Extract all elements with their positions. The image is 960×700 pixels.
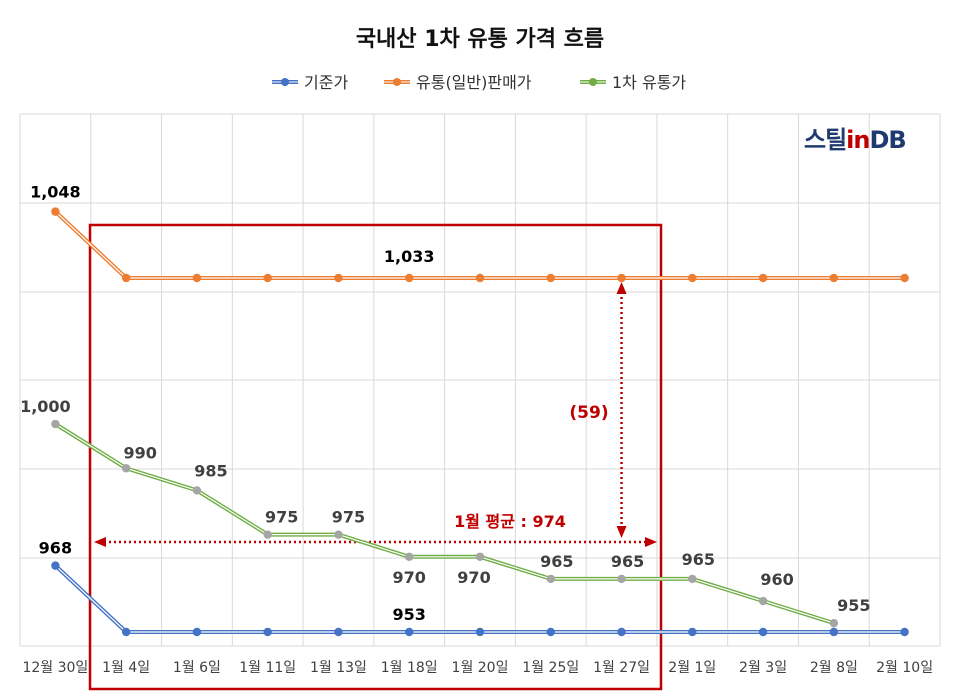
data-point	[51, 419, 60, 429]
data-point	[51, 207, 60, 216]
highlight-box	[88, 223, 663, 691]
data-point	[546, 627, 555, 637]
data-point	[688, 273, 697, 283]
data-label: 968	[39, 539, 72, 558]
data-label: 975	[332, 508, 365, 527]
data-label: 960	[760, 570, 793, 589]
series-line-inner	[54, 211, 905, 279]
data-label: 990	[123, 443, 156, 462]
data-point	[192, 486, 202, 495]
legend-label: 기준가	[304, 73, 348, 92]
legend-marker	[589, 78, 597, 86]
data-point	[829, 627, 839, 637]
chart-title: 국내산 1차 유통 가격 흐름	[356, 27, 604, 52]
data-label: 975	[265, 508, 298, 527]
series-layer	[51, 207, 909, 637]
data-point	[121, 464, 131, 473]
legend-item: 유통(일반)판매가	[384, 73, 532, 92]
gap-arrow-head-bottom	[616, 526, 627, 538]
data-point	[192, 273, 202, 283]
x-tick-label: 1월 27일	[593, 660, 650, 676]
average-arrow-head-left	[94, 537, 106, 547]
x-axis: 12월 30일 1월 4일 1월 6일 1월 11일 1월 13일 1월 18일 1월 20…	[22, 660, 933, 676]
data-point	[121, 273, 131, 283]
data-point	[475, 627, 485, 637]
data-point	[546, 574, 555, 584]
data-label: 965	[540, 552, 573, 571]
data-point	[405, 627, 414, 637]
data-point	[121, 627, 131, 637]
highlight-annotations: 1월 평균 : 974 (59)	[88, 223, 663, 691]
data-point	[334, 273, 343, 283]
data-label: 1,048	[30, 183, 81, 202]
data-label: 953	[393, 605, 426, 624]
data-point	[405, 273, 414, 283]
series-line-inner	[55, 423, 834, 624]
legend: 기준가 유통(일반)판매가 1차 유통가	[272, 73, 686, 92]
data-point	[617, 627, 626, 637]
data-point	[51, 561, 60, 570]
data-point	[546, 273, 555, 283]
series-line	[54, 210, 905, 280]
x-tick-label: 1월 20일	[452, 660, 509, 676]
data-label: 970	[393, 568, 426, 587]
legend-label: 유통(일반)판매가	[416, 73, 532, 92]
data-label: 965	[611, 552, 644, 571]
x-tick-label: 1월 25일	[522, 660, 579, 676]
legend-item: 기준가	[272, 73, 348, 92]
x-tick-label: 1월 6일	[173, 660, 221, 676]
x-tick-label: 1월 11일	[239, 660, 296, 676]
data-point	[192, 627, 202, 637]
data-point	[263, 627, 272, 637]
x-tick-label: 1월 13일	[310, 660, 367, 676]
gap-arrow-head-top	[616, 282, 627, 294]
logo: 스틸inDB	[804, 126, 907, 154]
plot-grid	[19, 113, 941, 647]
average-arrow-head-right	[645, 537, 657, 547]
data-point	[758, 627, 768, 637]
x-tick-label: 2월 10일	[876, 660, 933, 676]
data-label: 955	[837, 596, 870, 615]
x-tick-label: 2월 1일	[668, 660, 716, 676]
data-point	[688, 574, 697, 584]
legend-label: 1차 유통가	[612, 73, 686, 92]
data-point	[405, 552, 414, 561]
data-point	[829, 618, 839, 628]
x-tick-label: 1월 4일	[102, 660, 150, 676]
data-point	[263, 530, 272, 539]
data-labels: 968 953 1,048 1,033 1,000 990 985 975 975 970 970 9…	[20, 183, 870, 624]
average-label: 1월 평균 : 974	[454, 512, 566, 531]
legend-marker	[281, 78, 289, 86]
data-label: 965	[682, 550, 715, 569]
x-tick-label: 12월 30일	[22, 660, 88, 676]
logo-text: 스틸inDB	[804, 126, 906, 154]
data-point	[475, 273, 485, 283]
data-point	[900, 627, 909, 637]
x-tick-label: 2월 8일	[810, 660, 858, 676]
data-point	[617, 574, 626, 584]
data-label: 1,000	[20, 397, 71, 416]
data-point	[688, 627, 697, 637]
data-label: 1,033	[384, 247, 435, 266]
data-point	[334, 627, 343, 637]
data-point	[758, 596, 768, 606]
data-point	[263, 273, 272, 283]
data-label: 985	[194, 461, 227, 480]
legend-marker	[393, 78, 401, 86]
x-tick-label: 2월 3일	[739, 660, 787, 676]
legend-item: 1차 유통가	[580, 73, 686, 92]
data-point	[900, 273, 909, 283]
data-point	[829, 273, 839, 283]
data-point	[758, 273, 768, 283]
x-tick-label: 1월 18일	[381, 660, 438, 676]
data-label: 970	[457, 568, 490, 587]
gap-label: (59)	[569, 403, 608, 423]
data-point	[617, 273, 626, 283]
data-point	[334, 530, 343, 539]
data-point	[475, 552, 485, 561]
